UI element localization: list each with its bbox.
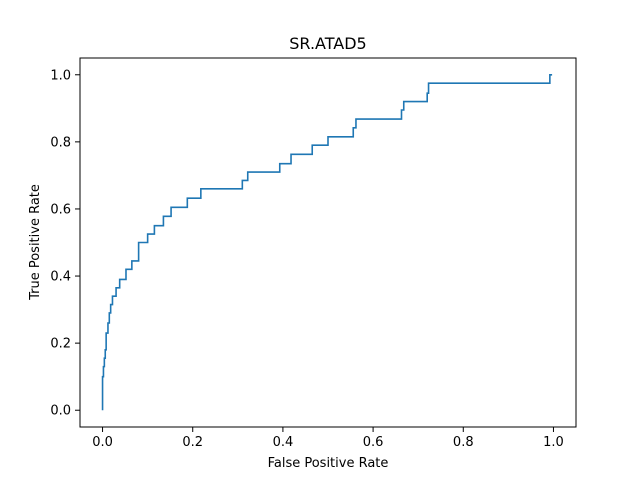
x-axis-label: False Positive Rate [268,456,389,471]
x-tick-label: 0.0 [92,435,113,450]
y-tick-label: 0.6 [50,202,71,217]
y-tick-label: 0.8 [50,135,71,150]
x-tick-label: 0.4 [273,435,294,450]
roc-curve-line [101,73,553,411]
y-tick-label: 0.0 [50,404,71,419]
y-tick-label: 0.4 [50,270,71,285]
x-axis: 0.0 0.2 0.4 0.6 0.8 1.0 [92,427,564,450]
y-tick-label: 0.2 [50,337,71,352]
plot-area [101,73,553,411]
y-tick-label: 1.0 [50,68,71,83]
chart-title: SR.ATAD5 [289,34,366,53]
plot-frame [79,57,577,428]
x-tick-label: 0.6 [363,435,384,450]
y-axis: 0.0 0.2 0.4 0.6 0.8 1.0 [50,68,80,419]
x-tick-label: 1.0 [543,435,564,450]
x-tick-label: 0.8 [453,435,474,450]
x-tick-label: 0.2 [182,435,203,450]
y-axis-label: True Positive Rate [28,184,43,301]
